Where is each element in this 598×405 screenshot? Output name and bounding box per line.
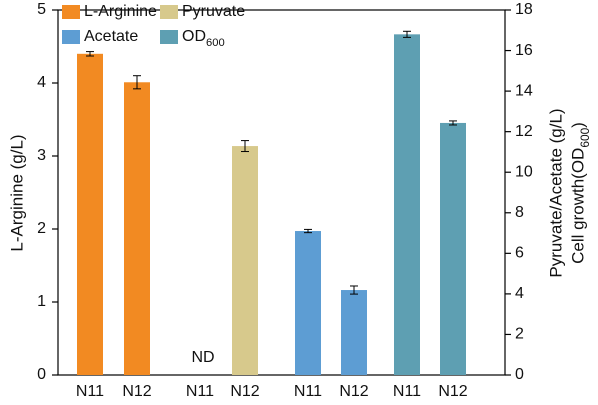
bar (295, 231, 321, 375)
x-tick-label: N11 (76, 383, 104, 400)
y-tick-label: 3 (37, 147, 46, 164)
y2-axis-label: Cell growth(OD600) (568, 122, 592, 264)
bar (77, 53, 103, 376)
x-tick-label: N12 (122, 383, 151, 400)
legend-swatch (62, 30, 80, 44)
y-tick-label: 2 (37, 220, 46, 237)
y2-axis-label: Pyruvate/Acetate (g/L) (546, 108, 565, 277)
bar (440, 122, 466, 375)
y-tick-label: 4 (37, 74, 46, 91)
y2-tick-label: 8 (515, 204, 524, 221)
y2-tick-label: 14 (515, 82, 533, 99)
bar (341, 290, 367, 375)
legend-swatch (62, 5, 80, 19)
y2-tick-label: 10 (515, 163, 533, 180)
y2-tick-label: 12 (515, 123, 533, 140)
y2-tick-label: 4 (515, 285, 524, 302)
plot-frame (57, 9, 506, 376)
legend-label: L-Arginine (84, 3, 157, 20)
x-tick-label: N12 (339, 383, 368, 400)
x-tick-label: N11 (186, 383, 214, 400)
legend-label: Acetate (84, 28, 138, 45)
legend-label: OD600 (182, 28, 225, 49)
bar (232, 146, 258, 375)
bar (394, 34, 420, 375)
x-tick-label: N12 (230, 383, 259, 400)
annotation: ND (191, 349, 214, 366)
bar (124, 82, 150, 376)
legend-swatch (160, 30, 178, 44)
y-axis-label: L-Arginine (g/L) (7, 134, 26, 251)
y2-tick-label: 6 (515, 245, 524, 262)
y2-tick-label: 0 (515, 366, 524, 383)
y2-tick-label: 16 (515, 42, 533, 59)
y-tick-label: 1 (37, 293, 46, 310)
x-tick-label: N11 (393, 383, 421, 400)
y2-tick-label: 18 (515, 1, 533, 18)
x-tick-label: N11 (294, 383, 322, 400)
y-tick-label: 0 (37, 366, 46, 383)
legend-swatch (160, 5, 178, 19)
y-tick-label: 5 (37, 1, 46, 18)
y2-tick-label: 2 (515, 326, 524, 343)
legend-label: Pyruvate (182, 3, 245, 20)
x-tick-label: N12 (438, 383, 467, 400)
